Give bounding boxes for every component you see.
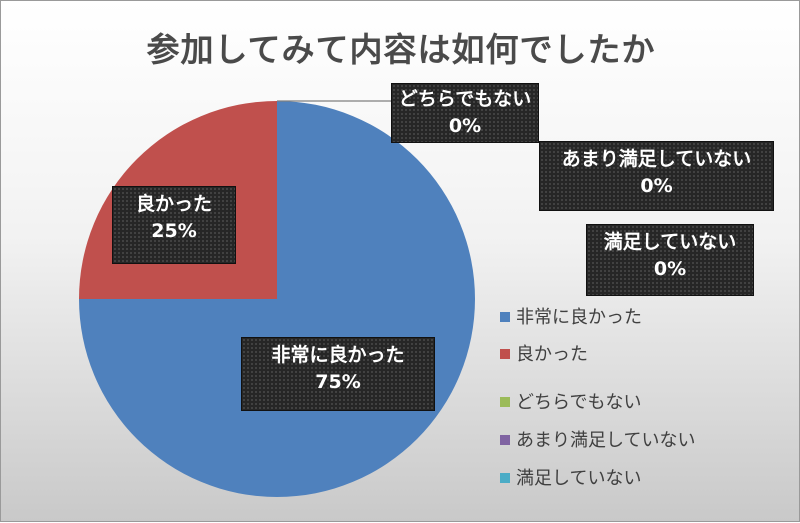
legend-item-good: 良かった <box>500 344 588 366</box>
legend-item-very-good: 非常に良かった <box>500 307 642 329</box>
legend-item-not-satisfied: 満足していない <box>500 468 641 490</box>
data-label-good: 良かった 25% <box>112 186 236 264</box>
legend-swatch <box>500 397 510 407</box>
legend-swatch <box>500 473 510 483</box>
data-label-category: 非常に良かった <box>271 344 405 366</box>
data-label-very-good: 非常に良かった 75% <box>241 337 435 411</box>
data-label-not-very-satisfied: あまり満足していない 0% <box>539 141 774 211</box>
legend-label: 満足していない <box>516 468 642 489</box>
data-label-category: 満足していない <box>603 231 737 253</box>
data-label-not-satisfied: 満足していない 0% <box>586 224 754 296</box>
data-label-value: 25% <box>151 220 197 242</box>
data-label-value: 0% <box>653 258 687 280</box>
data-label-value: 0% <box>640 175 673 197</box>
chart-title: 参加してみて内容は如何でしたか <box>146 30 656 69</box>
data-label-neutral: どちらでもない 0% <box>391 83 539 143</box>
legend-label: あまり満足していない <box>516 430 696 451</box>
legend-swatch <box>500 435 510 445</box>
legend-item-not-very-satisfied: あまり満足していない <box>500 430 695 452</box>
legend-swatch <box>500 349 510 359</box>
data-label-category: どちらでもない <box>398 88 532 110</box>
legend-label: 非常に良かった <box>516 307 642 328</box>
legend-item-neutral: どちらでもない <box>500 392 641 414</box>
legend-label: 良かった <box>516 344 588 365</box>
data-label-category: 良かった <box>135 193 212 215</box>
legend-swatch <box>500 312 510 322</box>
data-label-value: 75% <box>315 371 361 393</box>
data-label-category: あまり満足していない <box>561 148 752 170</box>
data-label-value: 0% <box>448 115 482 137</box>
legend-label: どちらでもない <box>516 392 642 413</box>
